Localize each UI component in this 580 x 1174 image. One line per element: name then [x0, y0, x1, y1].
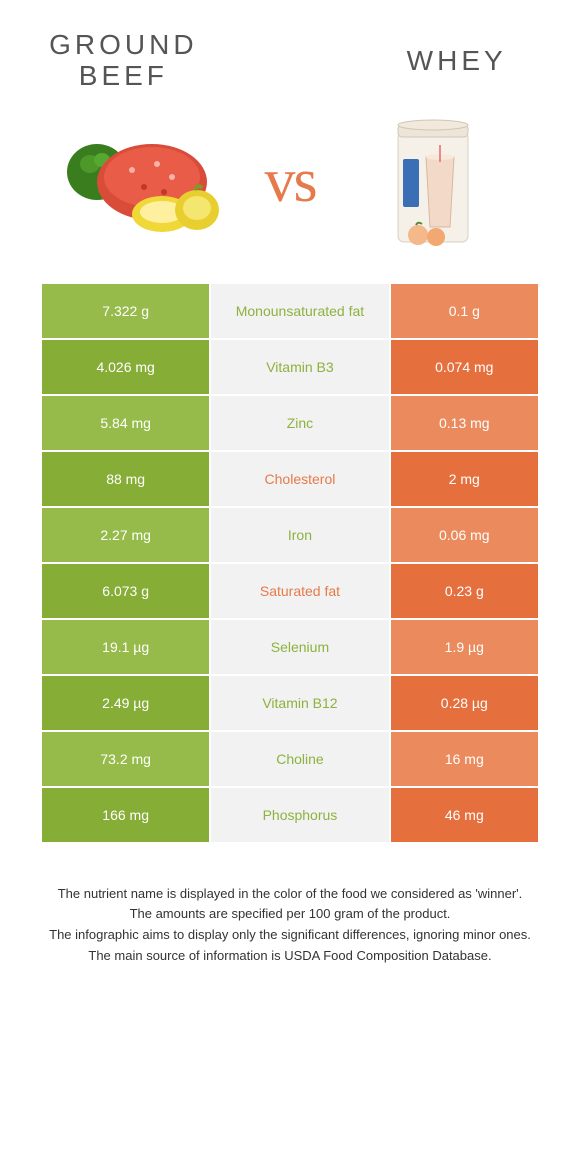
nutrient-name: Cholesterol — [210, 451, 389, 507]
left-value: 5.84 mg — [41, 395, 210, 451]
title-left: GROUND BEEF — [40, 30, 207, 92]
table-row: 6.073 gSaturated fat0.23 g — [41, 563, 539, 619]
nutrient-name: Phosphorus — [210, 787, 389, 843]
right-value: 16 mg — [390, 731, 539, 787]
table-row: 2.27 mgIron0.06 mg — [41, 507, 539, 563]
ground-beef-icon — [62, 122, 232, 242]
right-value: 0.074 mg — [390, 339, 539, 395]
table-row: 166 mgPhosphorus46 mg — [41, 787, 539, 843]
right-value: 0.1 g — [390, 283, 539, 339]
right-value: 1.9 µg — [390, 619, 539, 675]
right-value: 46 mg — [390, 787, 539, 843]
whey-image — [326, 112, 540, 252]
infographic-container: GROUND BEEF WHEY — [0, 0, 580, 1174]
right-value: 2 mg — [390, 451, 539, 507]
left-value: 19.1 µg — [41, 619, 210, 675]
right-value: 0.23 g — [390, 563, 539, 619]
right-value: 0.13 mg — [390, 395, 539, 451]
nutrient-name: Vitamin B12 — [210, 675, 389, 731]
nutrient-name: Vitamin B3 — [210, 339, 389, 395]
footer-line: The amounts are specified per 100 gram o… — [40, 904, 540, 925]
vs-text: vs — [264, 146, 315, 217]
footer-line: The main source of information is USDA F… — [40, 946, 540, 967]
table-row: 19.1 µgSelenium1.9 µg — [41, 619, 539, 675]
left-value: 7.322 g — [41, 283, 210, 339]
left-value: 4.026 mg — [41, 339, 210, 395]
right-value: 0.06 mg — [390, 507, 539, 563]
title-right: WHEY — [373, 45, 540, 77]
table-row: 4.026 mgVitamin B30.074 mg — [41, 339, 539, 395]
whey-icon — [378, 107, 488, 257]
left-value: 2.27 mg — [41, 507, 210, 563]
table-row: 2.49 µgVitamin B120.28 µg — [41, 675, 539, 731]
ground-beef-image — [40, 112, 254, 252]
images-row: vs — [40, 112, 540, 252]
comparison-table: 7.322 gMonounsaturated fat0.1 g4.026 mgV… — [40, 282, 540, 844]
table-row: 88 mgCholesterol2 mg — [41, 451, 539, 507]
nutrient-name: Selenium — [210, 619, 389, 675]
left-value: 73.2 mg — [41, 731, 210, 787]
footer-line: The infographic aims to display only the… — [40, 925, 540, 946]
table-row: 7.322 gMonounsaturated fat0.1 g — [41, 283, 539, 339]
header-row: GROUND BEEF WHEY — [40, 30, 540, 92]
table-row: 73.2 mgCholine16 mg — [41, 731, 539, 787]
table-row: 5.84 mgZinc0.13 mg — [41, 395, 539, 451]
left-value: 6.073 g — [41, 563, 210, 619]
nutrient-name: Iron — [210, 507, 389, 563]
nutrient-name: Choline — [210, 731, 389, 787]
footer-line: The nutrient name is displayed in the co… — [40, 884, 540, 905]
title-left-line2: BEEF — [79, 60, 168, 91]
footer-notes: The nutrient name is displayed in the co… — [40, 884, 540, 967]
nutrient-name: Monounsaturated fat — [210, 283, 389, 339]
right-value: 0.28 µg — [390, 675, 539, 731]
nutrient-name: Saturated fat — [210, 563, 389, 619]
left-value: 88 mg — [41, 451, 210, 507]
left-value: 166 mg — [41, 787, 210, 843]
title-left-line1: GROUND — [49, 29, 197, 60]
left-value: 2.49 µg — [41, 675, 210, 731]
nutrient-name: Zinc — [210, 395, 389, 451]
